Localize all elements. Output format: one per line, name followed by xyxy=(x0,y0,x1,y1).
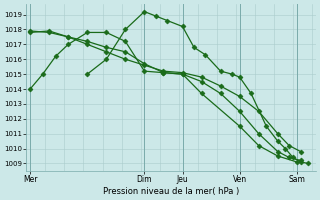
X-axis label: Pression niveau de la mer( hPa ): Pression niveau de la mer( hPa ) xyxy=(103,187,239,196)
